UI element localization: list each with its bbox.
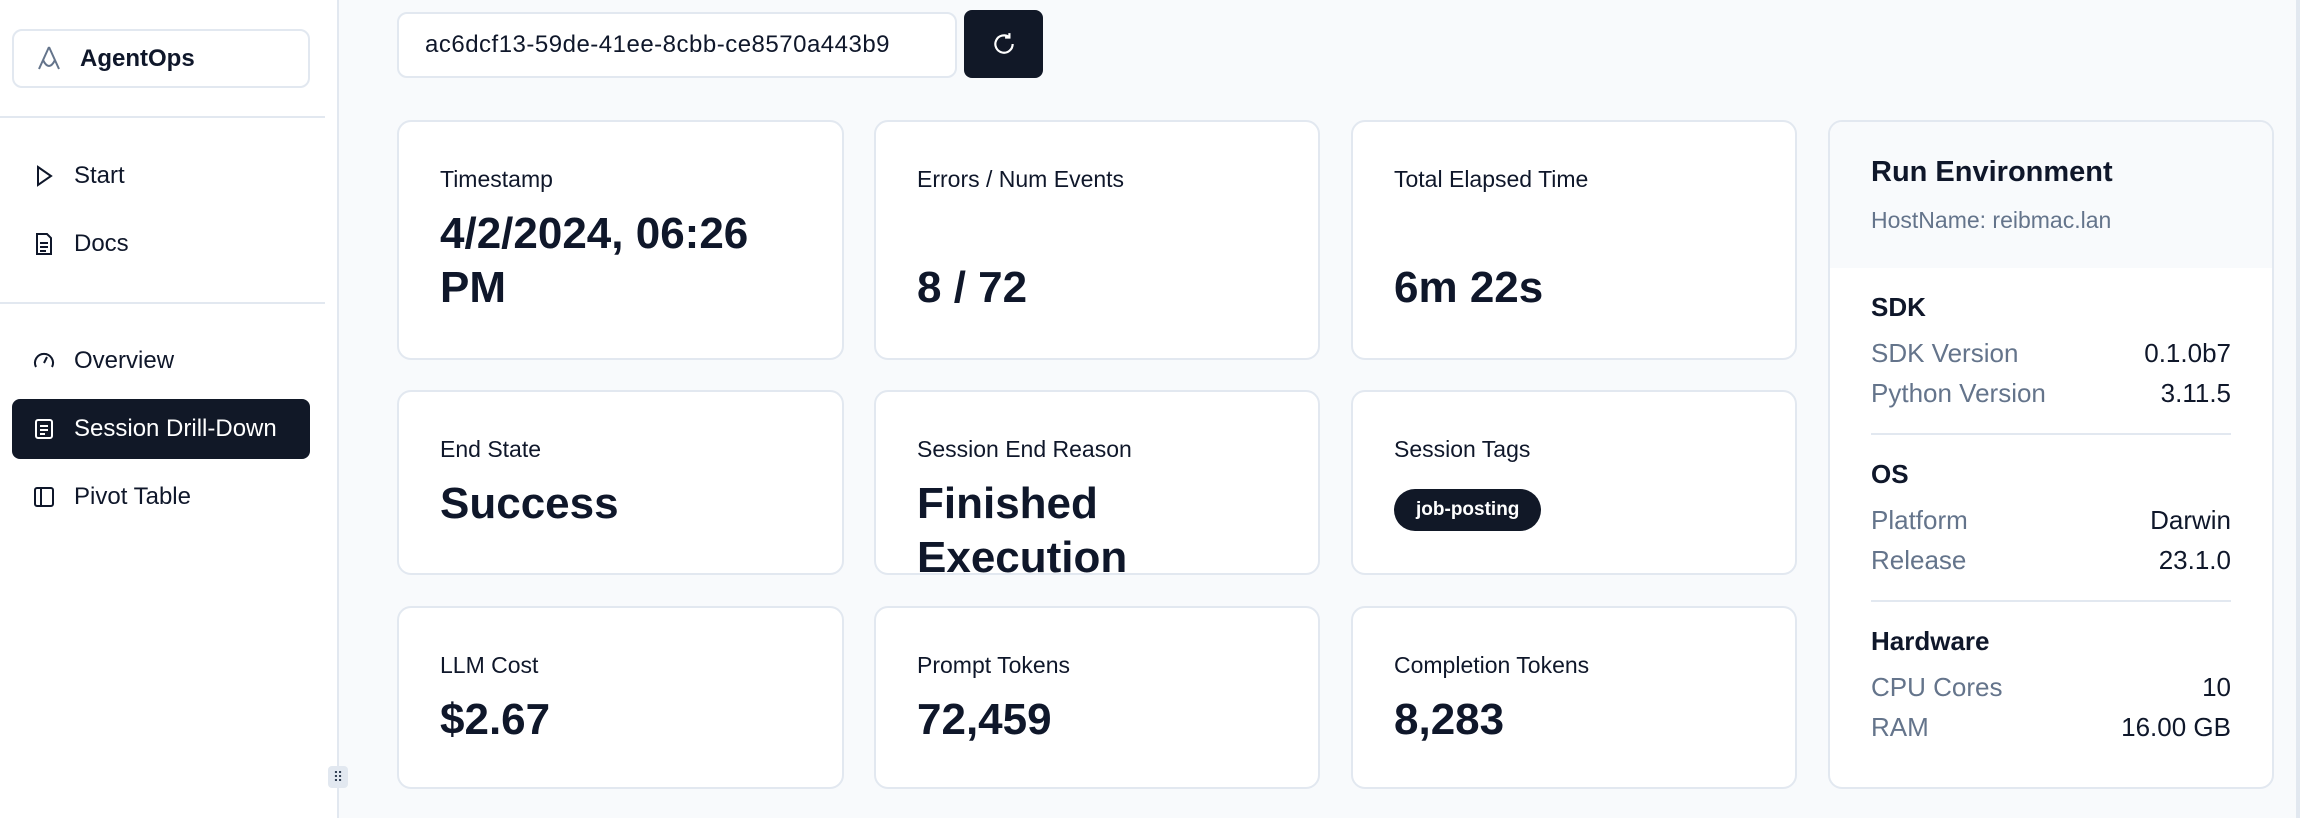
card-value: 6m 22s — [1394, 263, 1544, 312]
errors-card: Errors / Num Events 8 / 72 — [874, 120, 1320, 360]
refresh-button[interactable] — [964, 10, 1043, 78]
env-value: Darwin — [2150, 505, 2231, 535]
section-title: Hardware — [1871, 626, 1990, 656]
env-row: SDK Version 0.1.0b7 — [1871, 333, 2231, 373]
refresh-icon — [993, 33, 1014, 54]
completion-tokens-card: Completion Tokens 8,283 — [1351, 606, 1797, 789]
env-row: Python Version 3.11.5 — [1871, 373, 2231, 413]
env-key: CPU Cores — [1871, 672, 2003, 702]
table-icon — [34, 487, 54, 507]
run-environment-panel: Run Environment HostName: reibmac.lan SD… — [1828, 120, 2274, 789]
env-row: Platform Darwin — [1871, 500, 2231, 540]
section-title: OS — [1871, 459, 1909, 489]
card-label: Errors / Num Events — [917, 166, 1125, 192]
document-icon — [36, 233, 52, 255]
sidebar-item-start[interactable]: Start — [12, 146, 310, 206]
prompt-tokens-card: Prompt Tokens 72,459 — [874, 606, 1320, 789]
card-value: Finished Execution — [917, 479, 1128, 582]
env-value: 10 — [2202, 672, 2231, 702]
env-row: RAM 16.00 GB — [1871, 707, 2231, 747]
env-value: 0.1.0b7 — [2144, 338, 2231, 368]
card-label: LLM Cost — [440, 652, 539, 678]
session-id-input[interactable]: ac6dcf13-59de-41ee-8cbb-ce8570a443b9 — [397, 12, 957, 78]
card-label: Total Elapsed Time — [1394, 166, 1589, 192]
card-value: 8 / 72 — [917, 263, 1028, 312]
env-section-sdk: SDK SDK Version 0.1.0b7 Python Version 3.1… — [1871, 268, 2231, 435]
env-value: 3.11.5 — [2160, 378, 2231, 408]
env-value: 23.1.0 — [2158, 545, 2231, 575]
gauge-icon — [34, 352, 54, 368]
sidebar-item-label: Pivot Table — [74, 483, 191, 510]
divider — [0, 302, 325, 304]
list-icon — [35, 419, 53, 439]
env-value: 16.00 GB — [2121, 712, 2231, 742]
card-value: 8,283 — [1394, 695, 1505, 744]
divider — [0, 116, 325, 118]
sidebar-item-label: Start — [74, 162, 125, 189]
sidebar-item-overview[interactable]: Overview — [12, 331, 310, 391]
env-key: Platform — [1871, 505, 1968, 535]
env-title: Run Environment — [1871, 156, 2113, 188]
sidebar-item-docs[interactable]: Docs — [12, 214, 310, 274]
env-section-hardware: Hardware CPU Cores 10 RAM 16.00 GB — [1871, 602, 2231, 767]
agentops-logo-icon — [38, 46, 60, 69]
session-tags-card: Session Tags job-posting — [1351, 390, 1797, 575]
timestamp-card: Timestamp 4/2/2024, 06:26 PM — [397, 120, 844, 360]
section-title: SDK — [1871, 292, 1926, 322]
card-label: Session End Reason — [917, 436, 1132, 462]
play-icon — [37, 165, 53, 187]
env-key: Python Version — [1871, 378, 2046, 408]
card-value: Success — [440, 479, 619, 528]
card-label: Completion Tokens — [1394, 652, 1590, 678]
card-label: Timestamp — [440, 166, 553, 192]
tag-badge[interactable]: job-posting — [1394, 489, 1542, 531]
resize-handle[interactable]: ⠿ — [328, 766, 348, 788]
env-key: RAM — [1871, 712, 1929, 742]
sidebar: AgentOps Start Docs Overview Session Dri… — [0, 0, 348, 818]
env-hostname: HostName: reibmac.lan — [1871, 207, 2112, 233]
env-row: CPU Cores 10 — [1871, 667, 2231, 707]
brand-name: AgentOps — [80, 44, 195, 72]
sidebar-item-label: Session Drill-Down — [74, 415, 277, 442]
card-label: End State — [440, 436, 542, 462]
elapsed-time-card: Total Elapsed Time 6m 22s — [1351, 120, 1797, 360]
env-row: Release 23.1.0 — [1871, 540, 2231, 580]
brand-logo[interactable]: AgentOps — [12, 29, 310, 88]
end-state-card: End State Success — [397, 390, 844, 575]
env-section-os: OS Platform Darwin Release 23.1.0 — [1871, 435, 2231, 602]
scrollbar[interactable] — [2296, 0, 2300, 818]
card-value: $2.67 — [440, 695, 551, 744]
sidebar-item-label: Overview — [74, 347, 175, 374]
env-header: Run Environment HostName: reibmac.lan — [1830, 122, 2272, 268]
end-reason-card: Session End Reason Finished Execution — [874, 390, 1320, 582]
card-value: 72,459 — [917, 695, 1052, 744]
env-key: Release — [1871, 545, 1967, 575]
card-value: 4/2/2024, 06:26 PM — [440, 209, 749, 312]
sidebar-item-pivot-table[interactable]: Pivot Table — [12, 467, 310, 527]
env-key: SDK Version — [1871, 338, 2019, 368]
card-label: Session Tags — [1394, 436, 1531, 462]
sidebar-item-session-drill-down[interactable]: Session Drill-Down — [12, 399, 310, 459]
sidebar-item-label: Docs — [74, 230, 129, 257]
llm-cost-card: LLM Cost $2.67 — [397, 606, 844, 789]
card-label: Prompt Tokens — [917, 652, 1070, 678]
